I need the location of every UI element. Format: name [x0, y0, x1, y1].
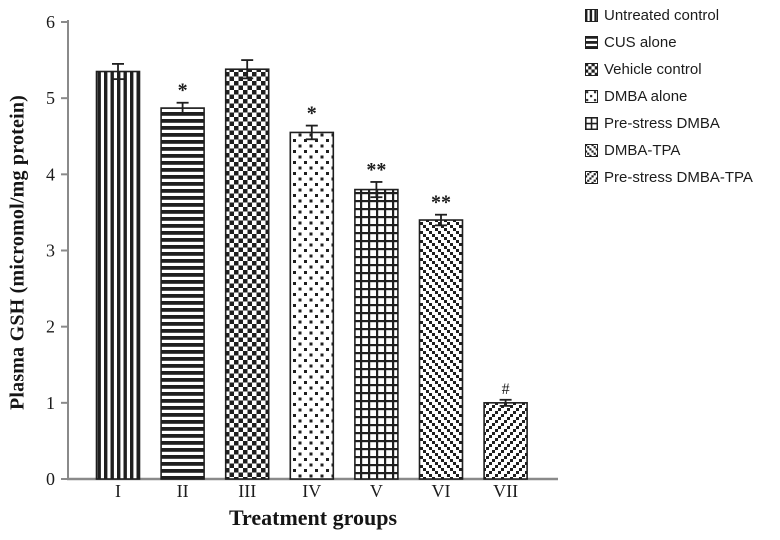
bar-VII — [483, 402, 528, 480]
legend-item-untreated-control: Untreated control — [585, 2, 753, 29]
x-category-label: II — [177, 481, 189, 501]
x-category-label: VI — [432, 481, 451, 501]
y-tick-label: 3 — [46, 241, 55, 261]
significance-marker: ** — [366, 159, 386, 181]
y-tick-label: 5 — [46, 88, 55, 108]
legend-item-pre-stress-dmba: Pre-stress DMBA — [585, 110, 753, 137]
error-bar — [176, 101, 189, 115]
legend-label: CUS alone — [604, 34, 677, 51]
significance-marker: * — [307, 103, 317, 125]
x-category-label: I — [115, 481, 121, 501]
y-tick-label: 0 — [46, 469, 55, 489]
bar-I — [95, 70, 141, 480]
error-bar — [370, 181, 383, 199]
legend-label: Vehicle control — [604, 61, 702, 78]
legend-item-pre-stress-dmba-tpa: Pre-stress DMBA-TPA — [585, 164, 753, 191]
legend-label: Pre-stress DMBA-TPA — [604, 169, 753, 186]
legend-item-cus-alone: CUS alone — [585, 29, 753, 56]
bar-IV — [289, 131, 335, 480]
legend-label: DMBA-TPA — [604, 142, 681, 159]
error-bar — [499, 398, 512, 407]
bar-III — [224, 68, 270, 480]
error-bar — [435, 213, 447, 227]
y-tick-label: 6 — [46, 12, 55, 32]
x-category-label: IV — [302, 481, 321, 501]
y-tick-label: 4 — [46, 164, 55, 184]
error-bar — [112, 62, 124, 81]
y-tick-label: 2 — [46, 317, 55, 337]
legend-label: Untreated control — [604, 7, 720, 24]
y-tick-label: 1 — [46, 393, 55, 413]
vertical-stripes-swatch-icon — [585, 9, 598, 22]
checkerboard-swatch-icon — [585, 63, 598, 76]
bar-VI — [418, 219, 464, 480]
x-category-label: III — [238, 481, 256, 501]
grid-swatch-icon — [585, 117, 598, 130]
bar-V — [354, 188, 399, 480]
significance-marker: * — [178, 80, 188, 102]
significance-marker: ** — [431, 192, 451, 214]
legend-item-dmba-alone: DMBA alone — [585, 83, 753, 110]
x-category-label: V — [370, 481, 383, 501]
x-axis-title: Treatment groups — [228, 505, 398, 530]
legend: Untreated control CUS alone Vehicle contro… — [585, 2, 753, 191]
legend-item-dmba-tpa: DMBA-TPA — [585, 137, 753, 164]
horizontal-stripes-swatch-icon — [585, 36, 598, 49]
significance-marker: # — [502, 381, 510, 398]
x-category-label: VII — [493, 481, 518, 501]
legend-label: DMBA alone — [604, 88, 688, 105]
bar-II — [160, 107, 205, 480]
diagonal-slash-swatch-icon — [585, 171, 598, 184]
dots-swatch-icon — [585, 90, 598, 103]
error-bar — [241, 59, 254, 80]
legend-item-vehicle-control: Vehicle control — [585, 56, 753, 83]
diagonal-backslash-swatch-icon — [585, 144, 598, 157]
legend-label: Pre-stress DMBA — [604, 115, 720, 132]
y-axis-title: Plasma GSH (micromol/mg protein) — [6, 94, 29, 411]
error-bar — [305, 124, 318, 141]
